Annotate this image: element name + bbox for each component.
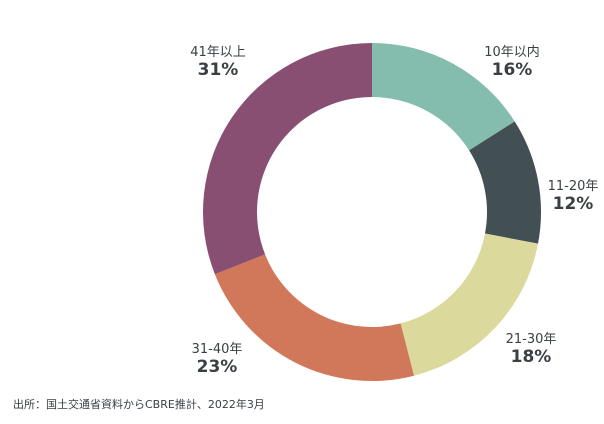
value-label-2: 12% xyxy=(553,194,594,214)
category-label-3: 21-30年 xyxy=(506,332,557,347)
donut-slice-2 xyxy=(469,121,541,244)
category-label-1: 10年以内 xyxy=(484,44,540,60)
value-label-4: 23% xyxy=(197,357,238,377)
value-label-1: 16% xyxy=(492,60,533,80)
category-label-2: 11-20年 xyxy=(548,179,599,194)
category-label-5: 41年以上 xyxy=(190,45,246,60)
source-note: 出所：国土交通省資料からCBRE推計、2022年3月 xyxy=(13,398,265,411)
category-label-4: 31-40年 xyxy=(192,342,243,357)
donut-slice-3 xyxy=(400,233,539,376)
value-label-5: 31% xyxy=(198,60,239,80)
donut-slices xyxy=(202,43,541,381)
donut-slice-1 xyxy=(372,43,515,151)
value-label-3: 18% xyxy=(511,347,552,367)
donut-slice-5 xyxy=(202,43,372,275)
donut-slice-4 xyxy=(214,254,415,381)
